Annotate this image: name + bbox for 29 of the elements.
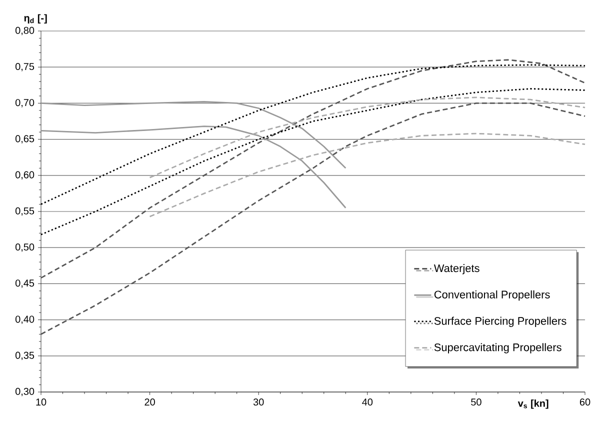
y-tick-label: 0,30	[15, 388, 34, 396]
x-tick-label: 20	[144, 398, 155, 406]
line-series	[149, 96, 586, 178]
line-series	[40, 101, 346, 169]
x-tick-label: 50	[471, 398, 482, 406]
x-tick-label: 60	[580, 398, 590, 406]
x-axis-title: v$_{s}$ [kn]	[518, 400, 548, 409]
y-tick-label: 0,80	[15, 26, 34, 36]
y-tick-label: 0,60	[15, 171, 34, 180]
x-tick-label: 10	[36, 398, 46, 406]
x-tick-label: 30	[253, 398, 264, 406]
line-series	[40, 59, 586, 279]
y-tick-label: 0,35	[15, 352, 34, 360]
y-tick-label: 0,40	[15, 316, 34, 324]
legend-label: Waterjets	[434, 264, 480, 274]
y-tick-label: 0,65	[15, 135, 34, 144]
legend-label: Surface Piercing Propellers	[434, 316, 566, 327]
y-tick-label: 0,70	[15, 99, 34, 108]
y-tick-label: 0,50	[15, 243, 34, 252]
x-tick-label: 40	[362, 398, 373, 406]
legend-label: Supercavitating Propellers	[434, 343, 562, 354]
line-series	[40, 126, 346, 209]
y-axis-title: η$_{d}$ [-]	[24, 14, 47, 24]
y-tick-label: 0,45	[15, 280, 34, 288]
y-tick-label: 0,55	[15, 207, 34, 216]
legend-label: Conventional Propellers	[434, 290, 550, 301]
y-tick-label: 0,75	[15, 62, 34, 72]
line-series	[40, 102, 586, 335]
line-series	[149, 132, 586, 218]
